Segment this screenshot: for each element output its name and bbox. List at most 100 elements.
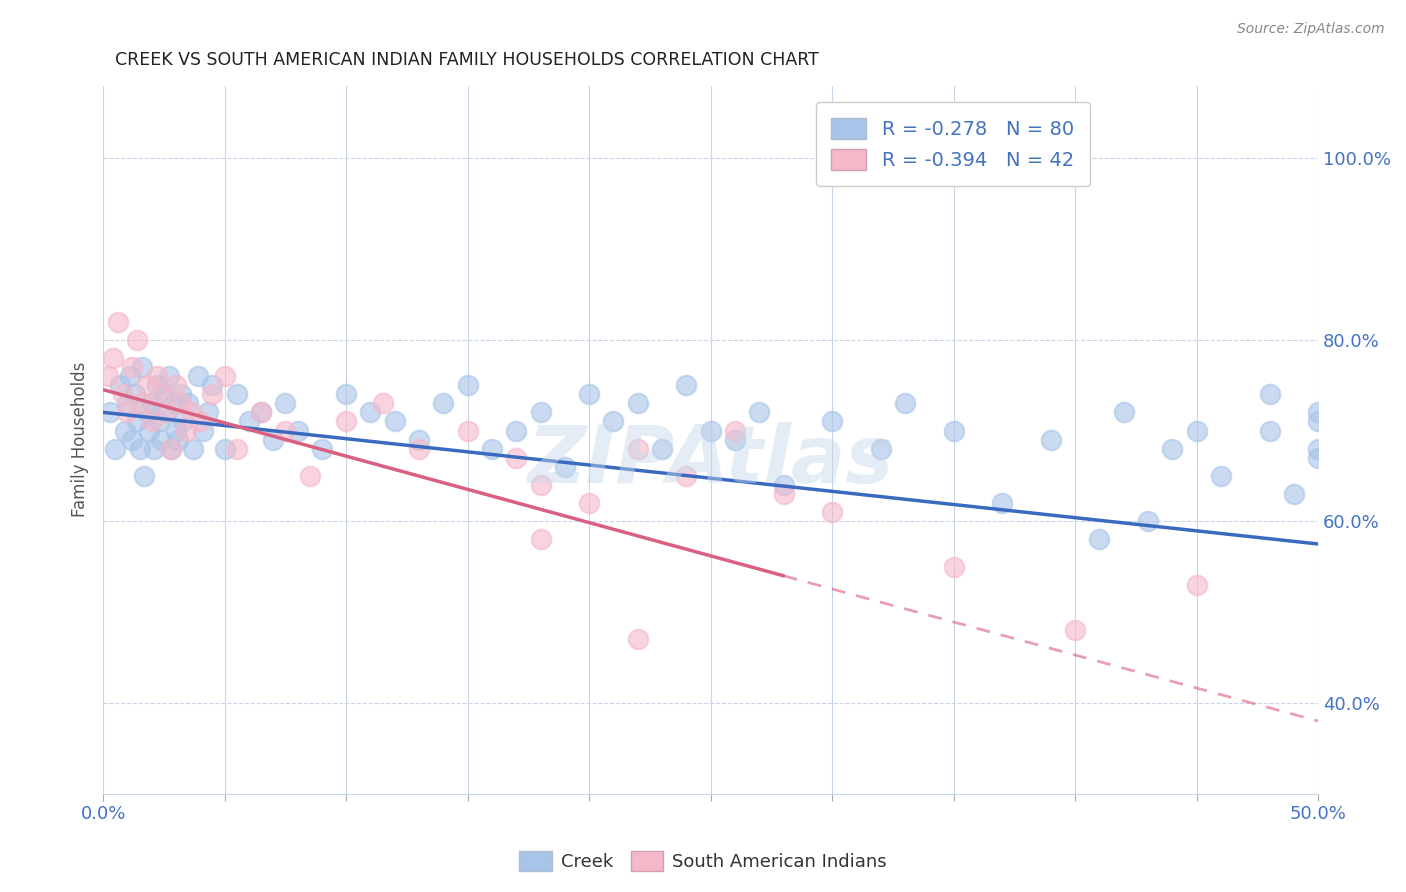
Point bbox=[651, 442, 673, 456]
Point bbox=[991, 496, 1014, 510]
Point bbox=[127, 333, 149, 347]
Point bbox=[627, 442, 650, 456]
Point bbox=[724, 424, 747, 438]
Point bbox=[114, 424, 136, 438]
Point bbox=[481, 442, 503, 456]
Point bbox=[138, 424, 160, 438]
Point bbox=[177, 396, 200, 410]
Point bbox=[1112, 405, 1135, 419]
Point bbox=[894, 396, 917, 410]
Point bbox=[165, 378, 187, 392]
Point bbox=[117, 396, 139, 410]
Point bbox=[335, 387, 357, 401]
Point bbox=[432, 396, 454, 410]
Point bbox=[287, 424, 309, 438]
Text: CREEK VS SOUTH AMERICAN INDIAN FAMILY HOUSEHOLDS CORRELATION CHART: CREEK VS SOUTH AMERICAN INDIAN FAMILY HO… bbox=[115, 51, 820, 69]
Point bbox=[1308, 442, 1330, 456]
Y-axis label: Family Households: Family Households bbox=[72, 362, 89, 517]
Point bbox=[457, 378, 479, 392]
Point bbox=[117, 405, 139, 419]
Point bbox=[1258, 387, 1281, 401]
Point bbox=[335, 414, 357, 428]
Point bbox=[627, 396, 650, 410]
Point bbox=[121, 359, 143, 374]
Point bbox=[371, 396, 394, 410]
Point bbox=[187, 369, 209, 384]
Point bbox=[155, 405, 177, 419]
Point bbox=[214, 442, 236, 456]
Point bbox=[118, 369, 141, 384]
Point bbox=[155, 405, 177, 419]
Point bbox=[578, 387, 600, 401]
Point bbox=[1039, 433, 1062, 447]
Point bbox=[128, 442, 150, 456]
Point bbox=[262, 433, 284, 447]
Point bbox=[505, 424, 527, 438]
Point bbox=[135, 405, 157, 419]
Point bbox=[274, 424, 297, 438]
Point bbox=[554, 459, 576, 474]
Point bbox=[384, 414, 406, 428]
Point bbox=[457, 424, 479, 438]
Point bbox=[1308, 450, 1330, 465]
Point bbox=[408, 433, 430, 447]
Point bbox=[172, 414, 194, 428]
Point bbox=[153, 387, 176, 401]
Point bbox=[821, 505, 844, 519]
Point bbox=[157, 369, 180, 384]
Point bbox=[143, 442, 166, 456]
Text: Source: ZipAtlas.com: Source: ZipAtlas.com bbox=[1237, 22, 1385, 37]
Point bbox=[772, 478, 794, 492]
Point bbox=[108, 378, 131, 392]
Point bbox=[675, 378, 697, 392]
Point bbox=[250, 405, 273, 419]
Point bbox=[165, 424, 187, 438]
Point bbox=[167, 433, 190, 447]
Point bbox=[311, 442, 333, 456]
Point bbox=[942, 559, 965, 574]
Point bbox=[274, 396, 297, 410]
Point bbox=[505, 450, 527, 465]
Point bbox=[201, 387, 224, 401]
Point bbox=[1185, 424, 1208, 438]
Point bbox=[124, 387, 146, 401]
Point bbox=[174, 424, 197, 438]
Point bbox=[529, 533, 551, 547]
Point bbox=[529, 478, 551, 492]
Point bbox=[1161, 442, 1184, 456]
Point bbox=[359, 405, 381, 419]
Point bbox=[225, 442, 247, 456]
Point bbox=[821, 414, 844, 428]
Point bbox=[127, 414, 149, 428]
Point bbox=[180, 405, 202, 419]
Point bbox=[772, 487, 794, 501]
Point bbox=[675, 469, 697, 483]
Point bbox=[104, 442, 127, 456]
Point bbox=[148, 414, 170, 428]
Point bbox=[135, 378, 157, 392]
Point bbox=[1258, 424, 1281, 438]
Point bbox=[1308, 414, 1330, 428]
Point bbox=[100, 405, 122, 419]
Point bbox=[181, 442, 204, 456]
Point bbox=[191, 424, 214, 438]
Point bbox=[869, 442, 891, 456]
Point bbox=[699, 424, 721, 438]
Legend: Creek, South American Indians: Creek, South American Indians bbox=[512, 844, 894, 879]
Point bbox=[170, 396, 193, 410]
Point bbox=[578, 496, 600, 510]
Point bbox=[162, 396, 184, 410]
Point bbox=[97, 369, 120, 384]
Legend: R = -0.278   N = 80, R = -0.394   N = 42: R = -0.278 N = 80, R = -0.394 N = 42 bbox=[815, 103, 1090, 186]
Point bbox=[1209, 469, 1232, 483]
Point bbox=[238, 414, 260, 428]
Point bbox=[1088, 533, 1111, 547]
Point bbox=[1137, 514, 1160, 528]
Point bbox=[201, 378, 224, 392]
Point bbox=[298, 469, 321, 483]
Point bbox=[942, 424, 965, 438]
Point bbox=[131, 359, 153, 374]
Point bbox=[627, 632, 650, 647]
Point bbox=[748, 405, 770, 419]
Point bbox=[101, 351, 124, 365]
